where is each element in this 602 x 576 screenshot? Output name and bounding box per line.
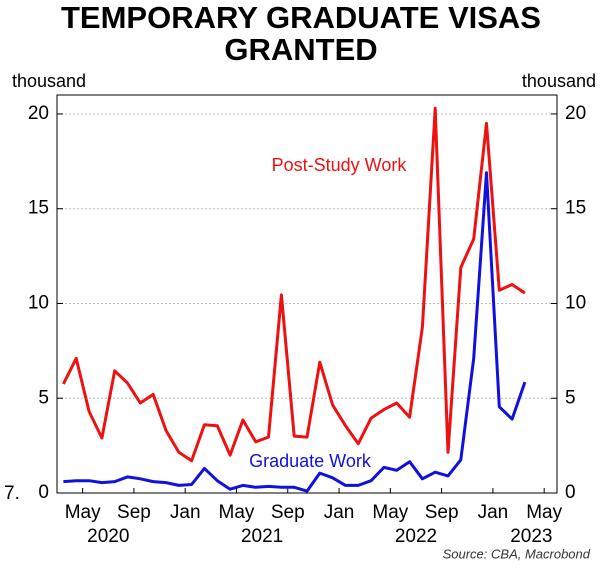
- plot-frame: [56, 94, 558, 494]
- series-line: [63, 171, 527, 493]
- x-tick-label: May: [372, 502, 408, 523]
- x-tick-label: May: [219, 502, 255, 523]
- y-axis-label: thousand: [12, 71, 86, 91]
- x-tick-label: Sep: [425, 502, 459, 523]
- x-tick-label: Sep: [117, 502, 151, 523]
- legend-label: Graduate Work: [249, 451, 372, 471]
- y2-tick-label: 20: [565, 103, 586, 124]
- chart-title: GRANTED: [224, 32, 377, 67]
- chart-title: TEMPORARY GRADUATE VISAS: [61, 0, 541, 35]
- y-tick-label: 15: [28, 198, 49, 219]
- x-tick-label: Sep: [271, 502, 305, 523]
- y-tick-label: 5: [38, 387, 49, 408]
- x-year-label: 2020: [87, 526, 129, 547]
- stray-text: 7.: [4, 483, 20, 504]
- y2-tick-label: 15: [565, 198, 586, 219]
- y2-tick-label: 5: [565, 387, 576, 408]
- y2-tick-label: 10: [565, 292, 586, 313]
- legend-label: Post-Study Work: [272, 155, 408, 175]
- x-tick-label: May: [526, 502, 562, 523]
- x-tick-label: May: [65, 502, 101, 523]
- y-tick-label: 20: [28, 103, 49, 124]
- x-tick-label: Jan: [324, 502, 355, 523]
- x-tick-label: Jan: [478, 502, 509, 523]
- source: Source: CBA, Macrobond: [443, 546, 591, 561]
- x-year-label: 2021: [241, 526, 283, 547]
- y2-tick-label: 0: [565, 482, 576, 503]
- y-tick-label: 0: [38, 482, 49, 503]
- y2-axis-label: thousand: [522, 71, 596, 91]
- y-tick-label: 10: [28, 292, 49, 313]
- series-line: [62, 106, 526, 463]
- x-year-label: 2023: [510, 526, 552, 547]
- x-year-label: 2022: [395, 526, 437, 547]
- x-tick-label: Jan: [170, 502, 201, 523]
